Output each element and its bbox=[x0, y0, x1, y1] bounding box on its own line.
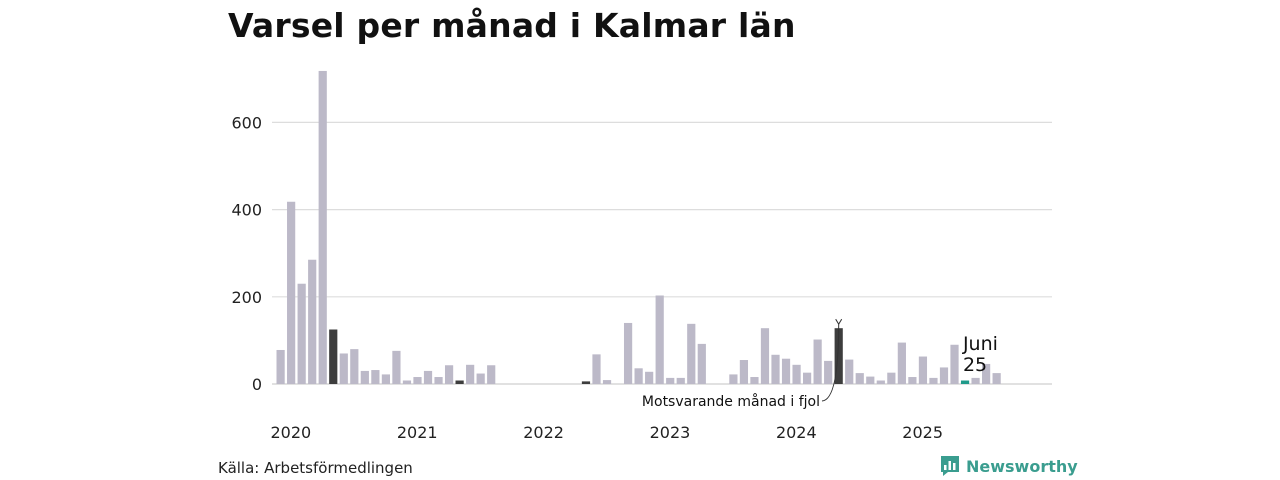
bar bbox=[960, 380, 970, 384]
bars bbox=[276, 70, 1001, 385]
bar bbox=[623, 322, 633, 384]
bar bbox=[371, 370, 380, 384]
bar bbox=[824, 360, 833, 384]
x-axis-year-labels: 2020 2021 2022 2023 2024 2025 bbox=[271, 423, 944, 442]
chart-title: Varsel per månad i Kalmar län bbox=[228, 6, 796, 45]
y-axis-ticks: 0 200 400 600 bbox=[231, 113, 262, 394]
bar bbox=[887, 372, 896, 384]
x-tick-label: 2021 bbox=[397, 423, 438, 442]
bar bbox=[308, 259, 317, 384]
bar bbox=[287, 201, 296, 384]
bar bbox=[297, 283, 306, 384]
bar bbox=[434, 377, 443, 384]
bar bbox=[392, 350, 401, 384]
bar bbox=[982, 363, 991, 384]
bar bbox=[339, 353, 348, 384]
bar bbox=[729, 374, 738, 384]
bar bbox=[645, 371, 654, 384]
bar bbox=[760, 328, 770, 384]
y-tick-label: 600 bbox=[231, 113, 262, 132]
bar bbox=[908, 377, 917, 384]
bar bbox=[771, 354, 780, 384]
x-tick-label: 2023 bbox=[650, 423, 691, 442]
bar bbox=[402, 380, 412, 384]
bar bbox=[487, 365, 496, 384]
y-tick-label: 200 bbox=[231, 288, 262, 307]
x-tick-label: 2022 bbox=[523, 423, 564, 442]
bar bbox=[750, 377, 759, 384]
bar bbox=[423, 370, 433, 384]
bar bbox=[739, 360, 749, 384]
annotation-arrow bbox=[821, 324, 840, 402]
x-tick-label: 2024 bbox=[776, 423, 817, 442]
x-tick-label: 2025 bbox=[902, 423, 943, 442]
bar bbox=[413, 377, 422, 384]
x-tick-label: 2020 bbox=[271, 423, 312, 442]
y-tick-label: 0 bbox=[252, 375, 262, 394]
bar bbox=[655, 295, 664, 384]
bar bbox=[350, 349, 359, 384]
bar bbox=[666, 377, 675, 384]
bar bbox=[602, 380, 612, 384]
bar bbox=[876, 380, 885, 384]
current-value-label: 25 bbox=[963, 354, 987, 376]
bar bbox=[992, 373, 1001, 384]
bar bbox=[381, 374, 390, 384]
bar bbox=[866, 376, 875, 384]
same-month-annotation: Motsvarande månad i fjol bbox=[642, 393, 820, 410]
bar bbox=[813, 339, 822, 384]
bar bbox=[676, 377, 685, 384]
bar-chart-logo-icon bbox=[941, 456, 959, 476]
bar bbox=[360, 370, 369, 384]
bar bbox=[918, 356, 928, 384]
bar bbox=[971, 377, 980, 384]
bar bbox=[592, 354, 601, 384]
bar bbox=[897, 342, 906, 384]
bar bbox=[276, 349, 285, 384]
bar bbox=[466, 364, 475, 384]
bar bbox=[318, 70, 327, 385]
bar bbox=[697, 343, 706, 384]
bar bbox=[634, 368, 643, 384]
bar bbox=[444, 365, 454, 384]
bar bbox=[929, 377, 938, 384]
bar bbox=[687, 323, 696, 384]
bar bbox=[476, 373, 485, 384]
bar bbox=[781, 358, 791, 384]
newsworthy-logo[interactable]: Newsworthy bbox=[940, 455, 1078, 477]
bar bbox=[834, 328, 843, 384]
current-month-label: Juni bbox=[962, 333, 998, 355]
bar bbox=[455, 380, 464, 384]
y-tick-label: 400 bbox=[231, 201, 262, 220]
annotation-arrowhead bbox=[835, 318, 843, 326]
bar bbox=[855, 373, 864, 384]
source-note: Källa: Arbetsförmedlingen bbox=[218, 459, 413, 477]
bar bbox=[329, 329, 338, 384]
bar bbox=[792, 364, 801, 384]
bar bbox=[939, 367, 949, 384]
bar bbox=[581, 381, 591, 384]
bar bbox=[950, 344, 959, 384]
brand-name: Newsworthy bbox=[966, 456, 1078, 476]
bar bbox=[803, 372, 812, 384]
bar bbox=[845, 359, 854, 384]
